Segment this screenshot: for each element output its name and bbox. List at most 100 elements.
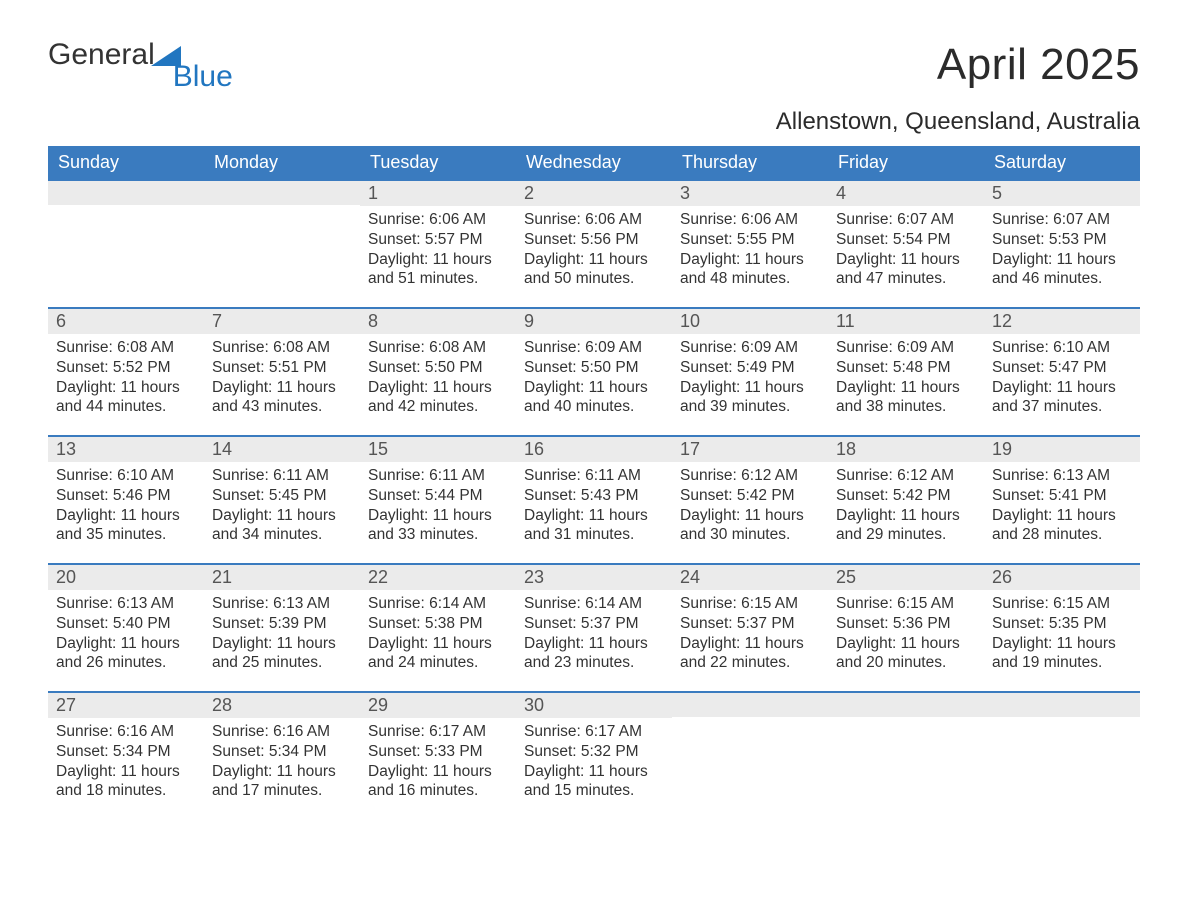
sunrise-text: Sunrise: 6:15 AM [992,594,1132,614]
sunset-text: Sunset: 5:52 PM [56,358,196,378]
logo-word2: Blue [173,62,233,92]
sunset-text: Sunset: 5:39 PM [212,614,352,634]
sunrise-text: Sunrise: 6:16 AM [56,722,196,742]
calendar-cell: 2Sunrise: 6:06 AMSunset: 5:56 PMDaylight… [516,180,672,308]
sunrise-text: Sunrise: 6:15 AM [836,594,976,614]
day-number: 7 [204,309,360,334]
sunset-text: Sunset: 5:50 PM [524,358,664,378]
calendar-cell: 25Sunrise: 6:15 AMSunset: 5:36 PMDayligh… [828,564,984,692]
daylight-text: Daylight: 11 hours and 34 minutes. [212,506,352,546]
calendar-cell: 29Sunrise: 6:17 AMSunset: 5:33 PMDayligh… [360,692,516,820]
daylight-text: Daylight: 11 hours and 16 minutes. [368,762,508,802]
calendar-cell: 28Sunrise: 6:16 AMSunset: 5:34 PMDayligh… [204,692,360,820]
sunrise-text: Sunrise: 6:13 AM [992,466,1132,486]
calendar-cell: 14Sunrise: 6:11 AMSunset: 5:45 PMDayligh… [204,436,360,564]
day-details: Sunrise: 6:06 AMSunset: 5:55 PMDaylight:… [672,206,828,297]
day-number: 6 [48,309,204,334]
sunrise-text: Sunrise: 6:06 AM [680,210,820,230]
sunset-text: Sunset: 5:43 PM [524,486,664,506]
day-details: Sunrise: 6:13 AMSunset: 5:41 PMDaylight:… [984,462,1140,553]
sunset-text: Sunset: 5:48 PM [836,358,976,378]
calendar-cell: 9Sunrise: 6:09 AMSunset: 5:50 PMDaylight… [516,308,672,436]
day-number: 19 [984,437,1140,462]
calendar-cell: 27Sunrise: 6:16 AMSunset: 5:34 PMDayligh… [48,692,204,820]
day-details: Sunrise: 6:06 AMSunset: 5:57 PMDaylight:… [360,206,516,297]
daylight-text: Daylight: 11 hours and 48 minutes. [680,250,820,290]
sunset-text: Sunset: 5:34 PM [212,742,352,762]
calendar-cell [828,692,984,820]
calendar-cell: 8Sunrise: 6:08 AMSunset: 5:50 PMDaylight… [360,308,516,436]
sunrise-text: Sunrise: 6:07 AM [836,210,976,230]
day-number: 10 [672,309,828,334]
day-details: Sunrise: 6:06 AMSunset: 5:56 PMDaylight:… [516,206,672,297]
calendar-cell: 6Sunrise: 6:08 AMSunset: 5:52 PMDaylight… [48,308,204,436]
calendar-cell: 1Sunrise: 6:06 AMSunset: 5:57 PMDaylight… [360,180,516,308]
day-number: 28 [204,693,360,718]
daylight-text: Daylight: 11 hours and 42 minutes. [368,378,508,418]
day-details: Sunrise: 6:16 AMSunset: 5:34 PMDaylight:… [48,718,204,809]
sunrise-text: Sunrise: 6:13 AM [212,594,352,614]
day-number: 30 [516,693,672,718]
sunrise-text: Sunrise: 6:17 AM [368,722,508,742]
calendar-cell: 15Sunrise: 6:11 AMSunset: 5:44 PMDayligh… [360,436,516,564]
sunrise-text: Sunrise: 6:08 AM [212,338,352,358]
day-number: 5 [984,181,1140,206]
sunset-text: Sunset: 5:55 PM [680,230,820,250]
sunrise-text: Sunrise: 6:14 AM [368,594,508,614]
calendar-cell [984,692,1140,820]
sunset-text: Sunset: 5:51 PM [212,358,352,378]
day-number: 23 [516,565,672,590]
sunset-text: Sunset: 5:40 PM [56,614,196,634]
sunset-text: Sunset: 5:54 PM [836,230,976,250]
sunrise-text: Sunrise: 6:10 AM [992,338,1132,358]
day-details: Sunrise: 6:11 AMSunset: 5:45 PMDaylight:… [204,462,360,553]
daylight-text: Daylight: 11 hours and 20 minutes. [836,634,976,674]
day-number: 8 [360,309,516,334]
daylight-text: Daylight: 11 hours and 50 minutes. [524,250,664,290]
day-number: 20 [48,565,204,590]
daylight-text: Daylight: 11 hours and 43 minutes. [212,378,352,418]
day-number [672,693,828,717]
sunrise-text: Sunrise: 6:09 AM [836,338,976,358]
day-details: Sunrise: 6:17 AMSunset: 5:32 PMDaylight:… [516,718,672,809]
day-number: 1 [360,181,516,206]
day-number [984,693,1140,717]
sunrise-text: Sunrise: 6:14 AM [524,594,664,614]
day-header: Saturday [984,146,1140,180]
calendar-cell [204,180,360,308]
day-details: Sunrise: 6:15 AMSunset: 5:37 PMDaylight:… [672,590,828,681]
sunrise-text: Sunrise: 6:06 AM [368,210,508,230]
calendar-cell: 22Sunrise: 6:14 AMSunset: 5:38 PMDayligh… [360,564,516,692]
day-number: 18 [828,437,984,462]
sunset-text: Sunset: 5:37 PM [680,614,820,634]
daylight-text: Daylight: 11 hours and 39 minutes. [680,378,820,418]
day-number: 13 [48,437,204,462]
calendar-cell: 13Sunrise: 6:10 AMSunset: 5:46 PMDayligh… [48,436,204,564]
calendar-cell [672,692,828,820]
sunrise-text: Sunrise: 6:11 AM [524,466,664,486]
day-details: Sunrise: 6:10 AMSunset: 5:46 PMDaylight:… [48,462,204,553]
calendar-cell: 20Sunrise: 6:13 AMSunset: 5:40 PMDayligh… [48,564,204,692]
calendar-cell: 4Sunrise: 6:07 AMSunset: 5:54 PMDaylight… [828,180,984,308]
day-details: Sunrise: 6:12 AMSunset: 5:42 PMDaylight:… [672,462,828,553]
daylight-text: Daylight: 11 hours and 37 minutes. [992,378,1132,418]
sunset-text: Sunset: 5:42 PM [680,486,820,506]
daylight-text: Daylight: 11 hours and 38 minutes. [836,378,976,418]
sunset-text: Sunset: 5:33 PM [368,742,508,762]
calendar-cell: 21Sunrise: 6:13 AMSunset: 5:39 PMDayligh… [204,564,360,692]
sunrise-text: Sunrise: 6:17 AM [524,722,664,742]
day-number: 21 [204,565,360,590]
day-details: Sunrise: 6:07 AMSunset: 5:54 PMDaylight:… [828,206,984,297]
daylight-text: Daylight: 11 hours and 23 minutes. [524,634,664,674]
daylight-text: Daylight: 11 hours and 47 minutes. [836,250,976,290]
calendar-cell: 11Sunrise: 6:09 AMSunset: 5:48 PMDayligh… [828,308,984,436]
sunset-text: Sunset: 5:53 PM [992,230,1132,250]
daylight-text: Daylight: 11 hours and 26 minutes. [56,634,196,674]
sunset-text: Sunset: 5:46 PM [56,486,196,506]
sunset-text: Sunset: 5:57 PM [368,230,508,250]
day-details: Sunrise: 6:08 AMSunset: 5:51 PMDaylight:… [204,334,360,425]
day-number: 15 [360,437,516,462]
day-number: 24 [672,565,828,590]
day-number [48,181,204,205]
sunset-text: Sunset: 5:42 PM [836,486,976,506]
